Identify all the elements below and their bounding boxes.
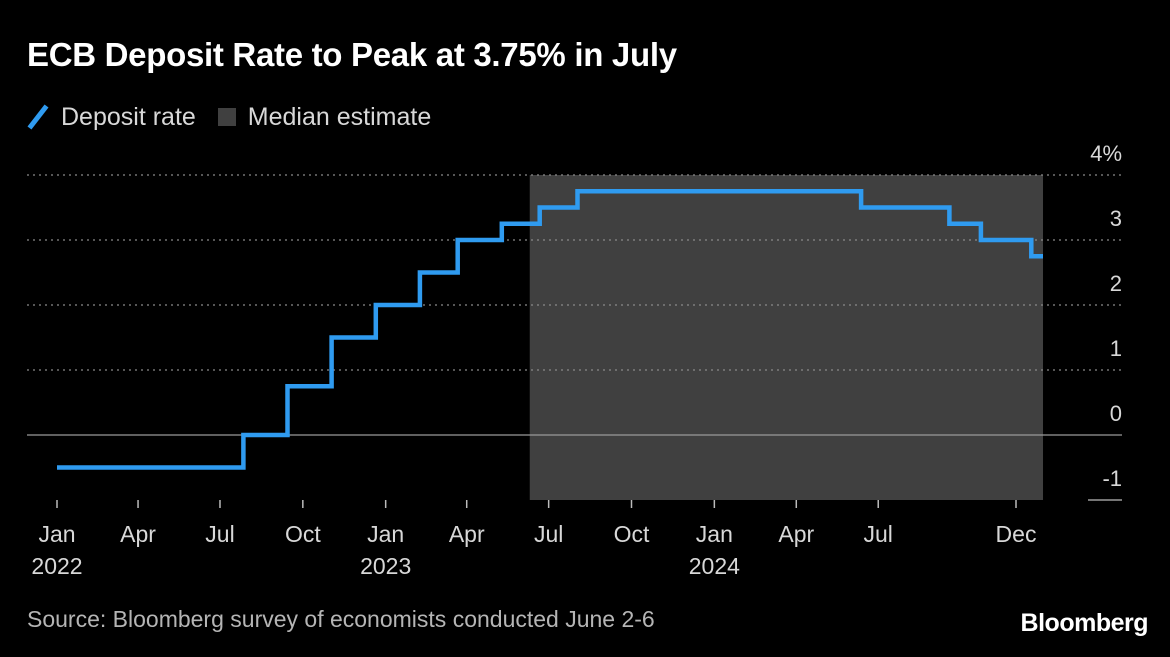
x-tick-label: Dec xyxy=(996,521,1037,547)
x-tick-label: Jul xyxy=(534,521,563,547)
source-note: Source: Bloomberg survey of economists c… xyxy=(27,606,655,632)
x-tick-label: Jan xyxy=(696,521,733,547)
x-tick-label: Oct xyxy=(285,521,321,547)
legend-deposit-rate-label: Deposit rate xyxy=(61,102,196,131)
x-tick-label: Jul xyxy=(205,521,234,547)
y-tick-label: 1 xyxy=(1110,336,1122,361)
x-year-label: 2023 xyxy=(360,553,411,579)
x-tick-label: Apr xyxy=(449,521,485,547)
x-tick-label: Jan xyxy=(38,521,75,547)
x-tick-label: Apr xyxy=(120,521,156,547)
y-tick-label: 2 xyxy=(1110,271,1122,296)
y-tick-label: 0 xyxy=(1110,401,1122,426)
x-tick-label: Apr xyxy=(778,521,814,547)
bloomberg-logo: Bloomberg xyxy=(1020,609,1149,637)
deposit-rate-swatch xyxy=(27,104,49,130)
median-estimate-swatch xyxy=(217,108,236,126)
x-year-label: 2022 xyxy=(31,553,82,579)
median-estimate-region xyxy=(529,175,1044,500)
y-tick-label: -1 xyxy=(1102,466,1122,491)
x-tick-label: Oct xyxy=(614,521,650,547)
legend: Deposit rate Median estimate xyxy=(27,100,431,134)
x-tick-label: Jan xyxy=(367,521,404,547)
x-tick-label: Jul xyxy=(864,521,893,547)
y-tick-label: 3 xyxy=(1110,206,1122,231)
x-year-label: 2024 xyxy=(689,553,740,579)
legend-median-estimate-label: Median estimate xyxy=(247,102,432,131)
chart-title: ECB Deposit Rate to Peak at 3.75% in Jul… xyxy=(27,36,677,73)
deposit-rate-line xyxy=(57,189,1043,470)
y-tick-label: 4% xyxy=(1090,141,1122,166)
